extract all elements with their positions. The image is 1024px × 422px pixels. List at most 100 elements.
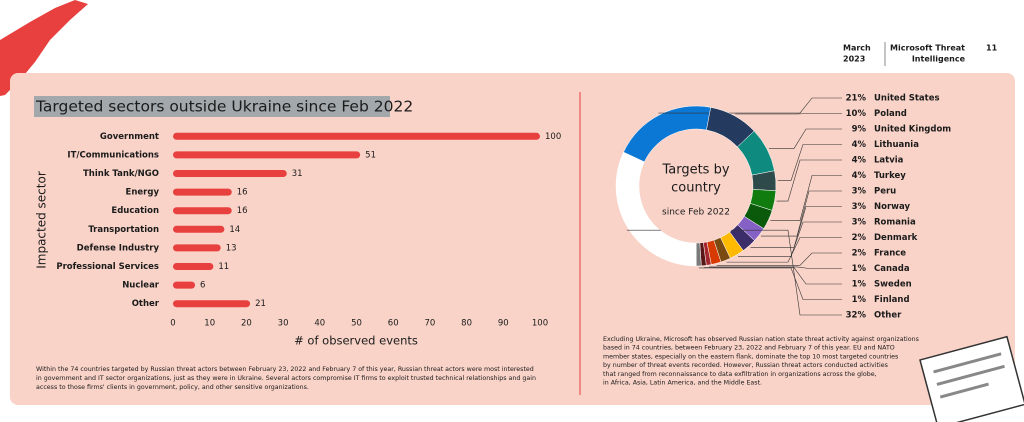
header-publication: Microsoft Threat <box>890 44 965 53</box>
legend-value: 21% <box>846 94 867 104</box>
chart-title: Targeted sectors outside Ukraine since F… <box>35 98 413 116</box>
category-label: Transportation <box>88 225 159 235</box>
category-label: Nuclear <box>122 281 160 291</box>
leader-line <box>750 206 842 248</box>
leader-line <box>768 128 842 149</box>
legend-value: 32% <box>846 311 867 321</box>
legend-label: Denmark <box>874 233 918 243</box>
legend-label: Canada <box>874 264 910 274</box>
bar <box>173 225 225 233</box>
leader-line <box>770 175 842 221</box>
legend-label: Finland <box>874 295 910 305</box>
category-label: Defense Industry <box>77 243 160 253</box>
x-tick-label: 80 <box>461 319 472 329</box>
legend-value: 10% <box>846 109 867 119</box>
donut-hole <box>639 129 753 243</box>
leader-line <box>716 252 842 266</box>
x-tick-label: 40 <box>314 319 325 329</box>
donut-segment <box>615 151 697 267</box>
donut-subtitle: since Feb 2022 <box>662 208 730 218</box>
legend-label: Romania <box>874 218 916 228</box>
x-tick-label: 20 <box>241 319 252 329</box>
bar <box>173 170 287 177</box>
leader-line <box>777 144 842 181</box>
footnote: member states, especially on the eastern… <box>603 353 898 360</box>
legend-label: Peru <box>874 187 896 197</box>
x-axis-label: # of observed events <box>294 334 418 348</box>
bar <box>173 300 251 308</box>
x-tick-label: 10 <box>204 319 215 329</box>
value-label: 21 <box>255 299 266 309</box>
x-tick-label: 70 <box>424 319 435 329</box>
legend-value: 3% <box>852 202 867 212</box>
legend-value: 3% <box>852 218 867 228</box>
leader-line <box>698 267 842 300</box>
legend-value: 2% <box>852 233 867 243</box>
x-tick-label: 90 <box>498 319 509 329</box>
legend-label: Poland <box>874 109 907 119</box>
legend-label: United Kingdom <box>874 125 951 135</box>
decoration-splatter <box>0 0 88 96</box>
legend-label: Turkey <box>874 171 906 181</box>
bar <box>173 244 221 252</box>
donut-title: Targets by <box>661 163 729 178</box>
legend-value: 3% <box>852 187 867 197</box>
legend-label: Latvia <box>874 156 904 166</box>
footnote: that ranged from reconnaissance to data … <box>603 371 877 378</box>
leader-line <box>737 221 842 257</box>
footnote: based in 74 countries, between February … <box>603 345 895 352</box>
x-tick-label: 0 <box>170 319 175 329</box>
legend-value: 9% <box>852 125 867 135</box>
leader-line <box>760 190 842 237</box>
category-label: Professional Services <box>56 262 159 272</box>
y-axis-label: Impacted sector <box>35 171 49 269</box>
donut-title: country <box>671 181 721 196</box>
footnote: in Africa, Asia, Latin America, and the … <box>603 380 762 387</box>
bar <box>173 207 232 215</box>
decoration-newspaper <box>919 335 1024 422</box>
bar <box>173 151 361 159</box>
footnote: Excluding Ukraine, Microsoft has observe… <box>603 336 919 343</box>
category-label: Other <box>132 299 160 309</box>
bar <box>173 188 232 196</box>
newspaper-line <box>933 352 1002 374</box>
x-tick-label: 50 <box>351 319 362 329</box>
legend-label: United States <box>874 94 940 104</box>
legend-value: 4% <box>852 156 867 166</box>
category-label: Think Tank/NGO <box>83 169 159 179</box>
x-tick-label: 100 <box>532 319 548 329</box>
legend-label: Lithuania <box>874 140 919 150</box>
footnote: access to those firms' clients in govern… <box>36 384 309 391</box>
newspaper <box>919 335 1024 422</box>
legend-value: 1% <box>852 264 867 274</box>
leader-line <box>735 113 842 115</box>
value-label: 16 <box>237 206 248 216</box>
value-label: 6 <box>200 281 205 291</box>
category-label: IT/Communications <box>67 150 159 160</box>
legend-label: Other <box>874 311 902 321</box>
header-date: 2023 <box>843 55 865 64</box>
legend-label: France <box>874 249 906 259</box>
value-label: 14 <box>229 225 240 235</box>
legend-value: 2% <box>852 249 867 259</box>
newspaper-line <box>939 382 989 399</box>
value-label: 11 <box>218 262 229 272</box>
category-label: Education <box>111 206 159 216</box>
value-label: 51 <box>365 150 376 160</box>
bar <box>173 263 214 270</box>
x-tick-label: 60 <box>388 319 399 329</box>
legend-value: 4% <box>852 140 867 150</box>
legend-label: Norway <box>874 202 910 212</box>
category-label: Energy <box>126 188 160 198</box>
legend-label: Sweden <box>874 280 912 290</box>
footnote: in government and IT sector organization… <box>36 375 536 382</box>
footnote: Within the 74 countries targeted by Russ… <box>36 366 534 373</box>
title-highlight <box>34 96 390 117</box>
leader-line <box>704 267 842 285</box>
bar <box>173 281 196 289</box>
value-label: 16 <box>237 188 248 198</box>
category-label: Government <box>100 132 159 142</box>
leader-line <box>709 266 842 269</box>
